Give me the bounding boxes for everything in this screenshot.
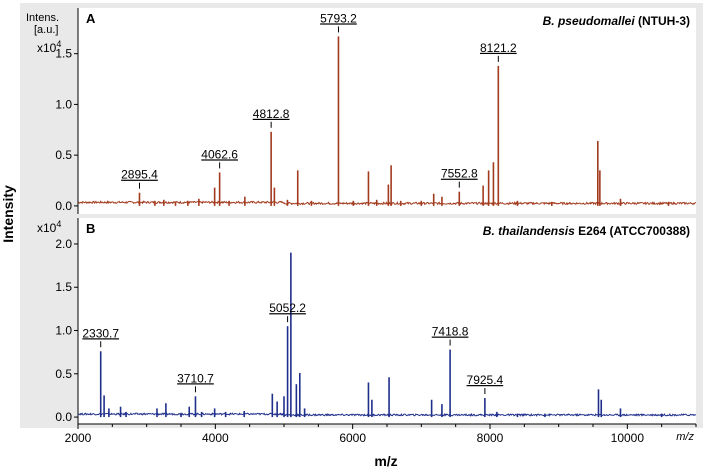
y-scale-exponent: 4 — [56, 39, 61, 49]
panel-b: 0.0 0.5 1.0 1.5 2.0 x104 B B. thailandensis E26… — [37, 218, 697, 424]
spectrum-title-strain: (NTUH-3) — [635, 14, 690, 28]
y-scale-label: x104 — [37, 219, 61, 235]
peak-label: 5793.2 — [320, 11, 357, 25]
y-tick-label: 0.5 — [55, 367, 72, 381]
spectrum-baseline — [77, 200, 697, 206]
peak-label: 5052.2 — [269, 301, 306, 315]
panel-letter: A — [86, 11, 96, 26]
panel-a-plot-area — [78, 8, 696, 214]
y-scale-base: x10 — [37, 221, 57, 235]
x-tick-label: 2000 — [65, 431, 92, 445]
peak-label: 7925.4 — [467, 373, 504, 387]
y-scale-base: x10 — [37, 41, 57, 55]
panel-b-plot-area — [78, 218, 696, 424]
intensity-units-label: Intens. — [26, 12, 59, 24]
y-tick-label: 1.0 — [55, 324, 72, 338]
x-tick-label: 10000 — [611, 431, 645, 445]
spectrum-title-species: B. pseudomallei — [543, 14, 636, 28]
y-axis-label: Intensity — [0, 185, 16, 243]
y-tick-label: 1.5 — [55, 47, 72, 61]
peak-label: 2330.7 — [82, 326, 119, 340]
panel-letter: B — [86, 221, 95, 236]
y-scale-exponent: 4 — [56, 219, 61, 229]
x-axis-label: m/z — [374, 453, 397, 469]
spectrum-title: B. pseudomallei (NTUH-3) — [543, 14, 690, 28]
peak-label: 7552.8 — [441, 167, 478, 181]
x-axis: 2000 4000 6000 8000 10000 m/z — [65, 423, 697, 445]
peak-label: 8121.2 — [480, 41, 517, 55]
peak-label: 4812.8 — [253, 107, 290, 121]
intensity-units-bracket: [a.u.] — [34, 24, 58, 36]
peak-label: 4062.6 — [201, 147, 238, 161]
panel-a: 0.0 0.5 1.0 1.5 Intens.[a.u.] x104 A B. pseudom… — [26, 8, 697, 214]
peak-label: 7418.8 — [432, 325, 469, 339]
y-tick-label: 1.0 — [55, 97, 72, 111]
y-tick-label: 0.0 — [55, 199, 72, 213]
y-tick-label: 0.0 — [55, 410, 72, 424]
y-tick-label: 2.0 — [55, 237, 72, 251]
peak-label: 2895.4 — [121, 168, 158, 182]
y-scale-label: x104 — [37, 39, 61, 55]
spectrum-title: B. thailandensis E264 (ATCC700388) — [483, 224, 690, 238]
x-tick-label: 6000 — [339, 431, 366, 445]
y-tick-label: 1.5 — [55, 280, 72, 294]
peak-label: 3710.7 — [177, 371, 214, 385]
x-tick-label: 8000 — [477, 431, 504, 445]
x-axis-unit-label: m/z — [676, 431, 694, 443]
y-tick-label: 0.5 — [55, 148, 72, 162]
spectrum-title-strain: E264 (ATCC700388) — [575, 224, 690, 238]
spectrum-title-species: B. thailandensis — [483, 224, 575, 238]
x-tick-label: 4000 — [202, 431, 229, 445]
